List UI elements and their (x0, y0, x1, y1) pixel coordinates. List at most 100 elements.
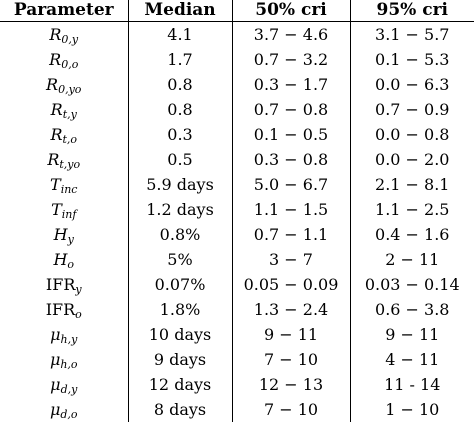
cri95-cell: 4 − 11 (349, 347, 474, 372)
cri50-cell: 0.3 − 1.7 (231, 72, 350, 97)
median-cell: 0.8 (127, 72, 232, 97)
table-row: Tinc 5.9 days 5.0 − 6.7 2.1 − 8.1 (0, 172, 474, 197)
cri50-cell: 0.7 − 3.2 (231, 47, 350, 72)
cri95-cell: 9 − 11 (349, 322, 474, 347)
table-header: Parameter Median 50% cri 95% cri (0, 0, 474, 22)
parameter-cell: Tinf (0, 197, 128, 222)
parameter-subscript: t,o (62, 132, 78, 146)
parameter-subscript: 0,y (61, 32, 79, 46)
cri50-cell: 1.3 − 2.4 (231, 297, 350, 322)
cri50-cell: 0.05 − 0.09 (231, 272, 350, 297)
parameter-subscript: t,yo (59, 157, 81, 171)
cri95-cell: 0.0 − 6.3 (349, 72, 474, 97)
parameter-symbol: R (49, 49, 62, 69)
header-parameter: Parameter (13, 0, 114, 20)
parameter-cell: Tinc (0, 172, 128, 197)
parameter-subscript: 0,yo (58, 82, 82, 96)
parameter-subscript: t,y (62, 107, 77, 121)
cri95-cell: 0.7 − 0.9 (349, 97, 474, 122)
cri95-cell: 3.1 − 5.7 (349, 21, 474, 47)
header-row: Parameter Median 50% cri 95% cri (0, 0, 474, 22)
parameter-cell: IFRo (0, 297, 128, 322)
table-row: R0,o 1.7 0.7 − 3.2 0.1 − 5.3 (0, 47, 474, 72)
parameter-cell: μh,o (0, 347, 128, 372)
median-cell: 4.1 (127, 21, 232, 47)
table-row: IFRo 1.8% 1.3 − 2.4 0.6 − 3.8 (0, 297, 474, 322)
parameter-cell: IFRy (0, 272, 128, 297)
table-row: μh,y 10 days 9 − 11 9 − 11 (0, 322, 474, 347)
median-cell: 10 days (127, 322, 232, 347)
parameter-symbol: μ (50, 374, 61, 394)
median-cell: 1.2 days (127, 197, 232, 222)
parameter-cell: μd,y (0, 372, 128, 397)
cri50-cell: 0.7 − 0.8 (231, 97, 350, 122)
cri50-cell: 1.1 − 1.5 (231, 197, 350, 222)
cri50-cell: 3 − 7 (231, 247, 350, 272)
median-cell: 8 days (127, 397, 232, 422)
parameter-symbol: T (50, 174, 61, 194)
cri95-cell: 0.03 − 0.14 (349, 272, 474, 297)
table-row: Rt,y 0.8 0.7 − 0.8 0.7 − 0.9 (0, 97, 474, 122)
cri95-cell: 1 − 10 (349, 397, 474, 422)
parameter-subscript: h,y (60, 332, 78, 346)
parameter-cell: Rt,y (0, 97, 128, 122)
parameter-cell: Ho (0, 247, 128, 272)
parameter-symbol: R (49, 24, 62, 44)
cri50-cell: 5.0 − 6.7 (231, 172, 350, 197)
parameter-cell: Hy (0, 222, 128, 247)
cri95-cell: 0.6 − 3.8 (349, 297, 474, 322)
table-row: Tinf 1.2 days 1.1 − 1.5 1.1 − 2.5 (0, 197, 474, 222)
table-row: Rt,o 0.3 0.1 − 0.5 0.0 − 0.8 (0, 122, 474, 147)
parameter-cell: R0,yo (0, 72, 128, 97)
cri95-cell: 0.0 − 0.8 (349, 122, 474, 147)
parameter-cell: R0,o (0, 47, 128, 72)
header-cri95: 95% cri (349, 0, 474, 22)
parameter-symbol: μ (50, 324, 61, 344)
median-cell: 1.7 (127, 47, 232, 72)
cri50-cell: 3.7 − 4.6 (231, 21, 350, 47)
median-cell: 0.3 (127, 122, 232, 147)
median-cell: 5.9 days (127, 172, 232, 197)
parameter-subscript: o (67, 257, 75, 271)
parameter-symbol: H (53, 224, 68, 244)
parameter-symbol: R (47, 149, 60, 169)
parameter-cell: Rt,yo (0, 147, 128, 172)
median-cell: 0.8% (127, 222, 232, 247)
table-row: IFRy 0.07% 0.05 − 0.09 0.03 − 0.14 (0, 272, 474, 297)
cri50-cell: 0.3 − 0.8 (231, 147, 350, 172)
parameter-symbol: T (51, 199, 62, 219)
cri95-cell: 2 − 11 (349, 247, 474, 272)
parameter-subscript: y (67, 232, 74, 246)
parameter-symbol: R (50, 99, 63, 119)
median-cell: 12 days (127, 372, 232, 397)
median-cell: 0.07% (127, 272, 232, 297)
parameter-subscript: h,o (60, 357, 78, 371)
parameter-subscript: 0,o (61, 57, 79, 71)
header-median: Median (127, 0, 232, 22)
cri95-cell: 0.0 − 2.0 (349, 147, 474, 172)
parameter-cell: μd,o (0, 397, 128, 422)
parameter-subscript: d,o (60, 407, 78, 421)
cri50-cell: 7 − 10 (231, 397, 350, 422)
cri50-cell: 12 − 13 (231, 372, 350, 397)
parameter-symbol: μ (49, 349, 61, 369)
parameter-symbol: R (50, 124, 63, 144)
parameter-cell: μh,y (0, 322, 128, 347)
cri95-cell: 1.1 − 2.5 (349, 197, 474, 222)
parameter-cell: Rt,o (0, 122, 128, 147)
parameter-symbol: IFR (45, 274, 76, 294)
median-cell: 0.8 (127, 97, 232, 122)
table-row: μd,y 12 days 12 − 13 11 - 14 (0, 372, 474, 397)
parameter-symbol: μ (49, 399, 61, 419)
parameter-subscript: y (75, 282, 82, 296)
parameter-symbol: H (53, 249, 68, 269)
cri95-cell: 0.4 − 1.6 (349, 222, 474, 247)
parameter-symbol: IFR (45, 299, 76, 319)
cri95-cell: 11 - 14 (349, 372, 474, 397)
table-body: R0,y 4.1 3.7 − 4.6 3.1 − 5.7 R0,o 1.7 0.7 − 3.… (0, 21, 474, 422)
parameter-subscript: inf (61, 207, 77, 221)
parameter-subscript: o (75, 307, 82, 321)
parameter-symbol: R (46, 74, 59, 94)
